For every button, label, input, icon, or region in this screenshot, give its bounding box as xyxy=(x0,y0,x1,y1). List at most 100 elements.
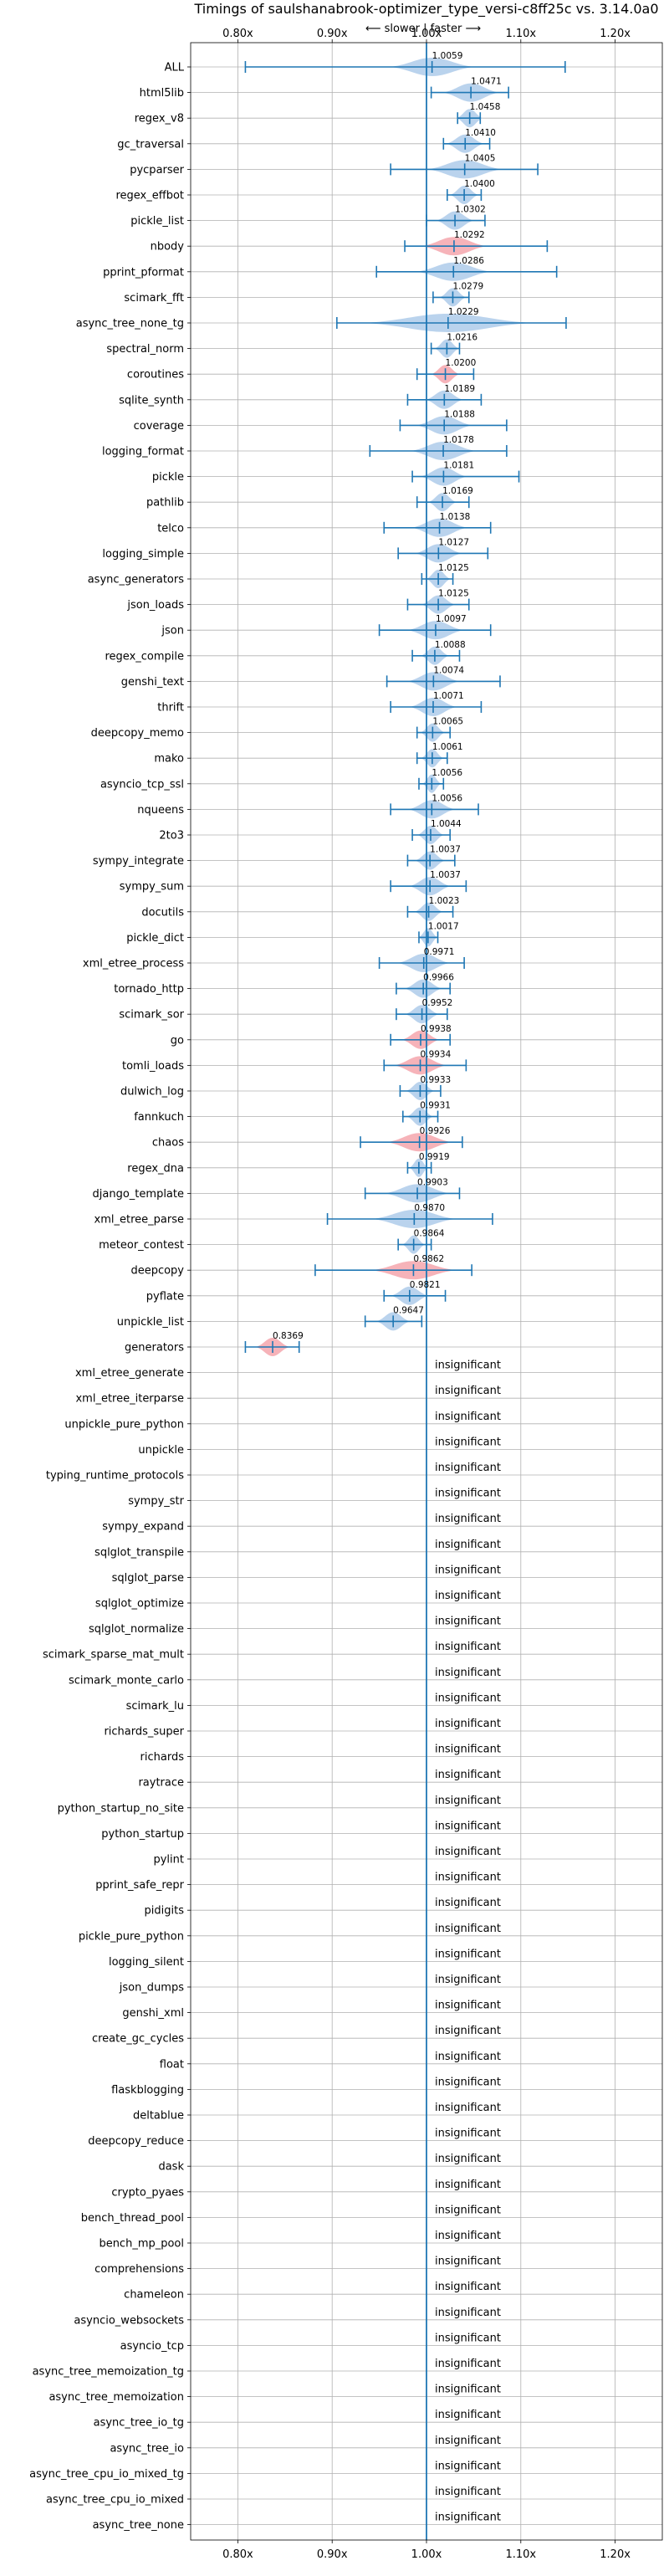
benchmark-label: asyncio_tcp_ssl xyxy=(100,778,184,791)
value-label: 1.0037 xyxy=(430,870,461,880)
value-label: 1.0279 xyxy=(452,281,483,291)
value-label: 1.0216 xyxy=(447,333,477,343)
value-label: 1.0071 xyxy=(433,691,464,701)
insignificant-label: insignificant xyxy=(435,1564,501,1576)
insignificant-label: insignificant xyxy=(435,1872,501,1884)
insignificant-label: insignificant xyxy=(435,1436,501,1448)
benchmark-label: pycparser xyxy=(130,164,184,177)
benchmark-label: sympy_str xyxy=(128,1495,184,1508)
insignificant-label: insignificant xyxy=(435,2358,501,2370)
value-label: 0.9919 xyxy=(419,1152,450,1162)
benchmark-label: richards_super xyxy=(104,1726,184,1739)
benchmark-label: scimark_sor xyxy=(119,1009,184,1022)
value-label: 0.9934 xyxy=(421,1049,452,1059)
insignificant-label: insignificant xyxy=(435,1974,501,1986)
benchmark-label: async_tree_none xyxy=(93,2519,184,2532)
value-label: 0.9821 xyxy=(410,1280,441,1290)
benchmark-label: scimark_lu xyxy=(126,1700,184,1713)
insignificant-label: insignificant xyxy=(435,1360,501,1372)
x-tick-label-top: 0.80x xyxy=(222,28,253,40)
benchmark-label: thrift xyxy=(157,702,184,714)
benchmark-label: asyncio_websockets xyxy=(74,2314,184,2327)
benchmark-label: sqlglot_parse xyxy=(112,1572,184,1585)
benchmark-label: json_loads xyxy=(126,599,184,612)
benchmark-label: chaos xyxy=(152,1137,184,1150)
x-tick-label-bottom: 0.90x xyxy=(317,2548,348,2561)
value-label: 1.0189 xyxy=(444,384,475,394)
value-label: 0.9870 xyxy=(414,1203,445,1213)
benchmark-label: pylint xyxy=(153,1854,184,1867)
benchmark-label: pyflate xyxy=(146,1290,184,1303)
insignificant-label: insignificant xyxy=(435,1462,501,1474)
label-layer: 1.0059 1.0471 1.0458 1.0410 1.0405 1.0400 1.03… xyxy=(273,51,502,2524)
value-label: 1.0405 xyxy=(465,153,496,163)
value-label: 1.0125 xyxy=(438,563,469,573)
benchmark-label: coroutines xyxy=(127,369,184,382)
insignificant-label: insignificant xyxy=(435,1744,501,1756)
axis-layer: 0.80x 0.80x 0.90x 0.90x 1.00x 1.00x 1.10x 1.10x… xyxy=(29,28,631,2561)
value-label: 0.9647 xyxy=(393,1305,424,1315)
benchmark-label: async_tree_cpu_io_mixed_tg xyxy=(29,2468,184,2481)
benchmark-label: sqlglot_normalize xyxy=(89,1623,184,1636)
benchmark-label: meteor_contest xyxy=(99,1239,184,1252)
insignificant-label: insignificant xyxy=(435,1718,501,1730)
direction-label: ⟵ slower | faster ⟶ xyxy=(365,23,481,35)
benchmark-label: nqueens xyxy=(137,804,184,817)
benchmark-label: json xyxy=(161,625,184,638)
value-label: 0.9862 xyxy=(413,1254,444,1264)
benchmark-label: async_tree_none_tg xyxy=(76,318,184,330)
x-tick-label-bottom: 0.80x xyxy=(222,2548,253,2561)
value-label: 0.9926 xyxy=(420,1126,451,1136)
insignificant-label: insignificant xyxy=(435,2460,501,2472)
chart-title: Timings of saulshanabrook-optimizer_type… xyxy=(193,1,658,18)
value-label: 0.9952 xyxy=(422,998,453,1008)
value-label: 1.0200 xyxy=(446,358,477,368)
x-tick-label-top: 0.90x xyxy=(317,28,348,40)
insignificant-label: insignificant xyxy=(435,1616,501,1628)
insignificant-label: insignificant xyxy=(435,2025,501,2037)
value-label: 1.0178 xyxy=(443,435,474,445)
benchmark-label: mako xyxy=(154,753,184,766)
benchmark-label: bench_thread_pool xyxy=(81,2212,184,2225)
insignificant-label: insignificant xyxy=(435,2384,501,2396)
value-label: 1.0400 xyxy=(464,179,495,189)
x-tick-label-top: 1.00x xyxy=(411,28,442,40)
benchmark-label: deepcopy_memo xyxy=(91,727,184,740)
value-label: 0.9938 xyxy=(421,1024,452,1034)
benchmark-label: dask xyxy=(158,2161,184,2174)
value-label: 1.0065 xyxy=(432,717,463,727)
benchmark-label: python_startup_no_site xyxy=(58,1802,184,1815)
insignificant-label: insignificant xyxy=(435,2128,501,2140)
benchmark-label: spectral_norm xyxy=(106,343,184,356)
benchmark-label: pickle_dict xyxy=(126,932,184,945)
benchmark-label: async_tree_io xyxy=(110,2442,184,2455)
value-label: 1.0059 xyxy=(432,51,463,61)
value-label: 1.0292 xyxy=(454,230,485,240)
value-label: 1.0088 xyxy=(435,640,466,650)
insignificant-label: insignificant xyxy=(435,1769,501,1781)
benchmark-label: 2to3 xyxy=(159,830,184,842)
benchmark-label: raytrace xyxy=(138,1777,184,1790)
value-label: 1.0286 xyxy=(453,256,484,266)
value-label: 1.0097 xyxy=(436,614,467,624)
benchmark-label: genshi_text xyxy=(121,676,184,689)
value-label: 1.0410 xyxy=(465,128,496,138)
insignificant-label: insignificant xyxy=(435,2230,501,2242)
insignificant-label: insignificant xyxy=(435,1795,501,1807)
benchmark-label: pickle_list xyxy=(130,215,184,228)
benchmark-label: logging_silent xyxy=(109,1956,184,1969)
insignificant-label: insignificant xyxy=(435,1923,501,1935)
x-tick-label-top: 1.10x xyxy=(505,28,536,40)
benchmark-label: sympy_sum xyxy=(120,881,184,894)
value-label: 0.9933 xyxy=(420,1075,451,1085)
benchmark-label: python_startup xyxy=(101,1828,184,1841)
benchmark-label: deltablue xyxy=(133,2110,184,2123)
value-label: 1.0458 xyxy=(470,102,501,112)
insignificant-label: insignificant xyxy=(435,1897,501,1909)
insignificant-label: insignificant xyxy=(435,1641,501,1653)
insignificant-label: insignificant xyxy=(435,2512,501,2524)
benchmark-label: generators xyxy=(125,1342,184,1355)
value-label: 1.0181 xyxy=(443,461,474,471)
